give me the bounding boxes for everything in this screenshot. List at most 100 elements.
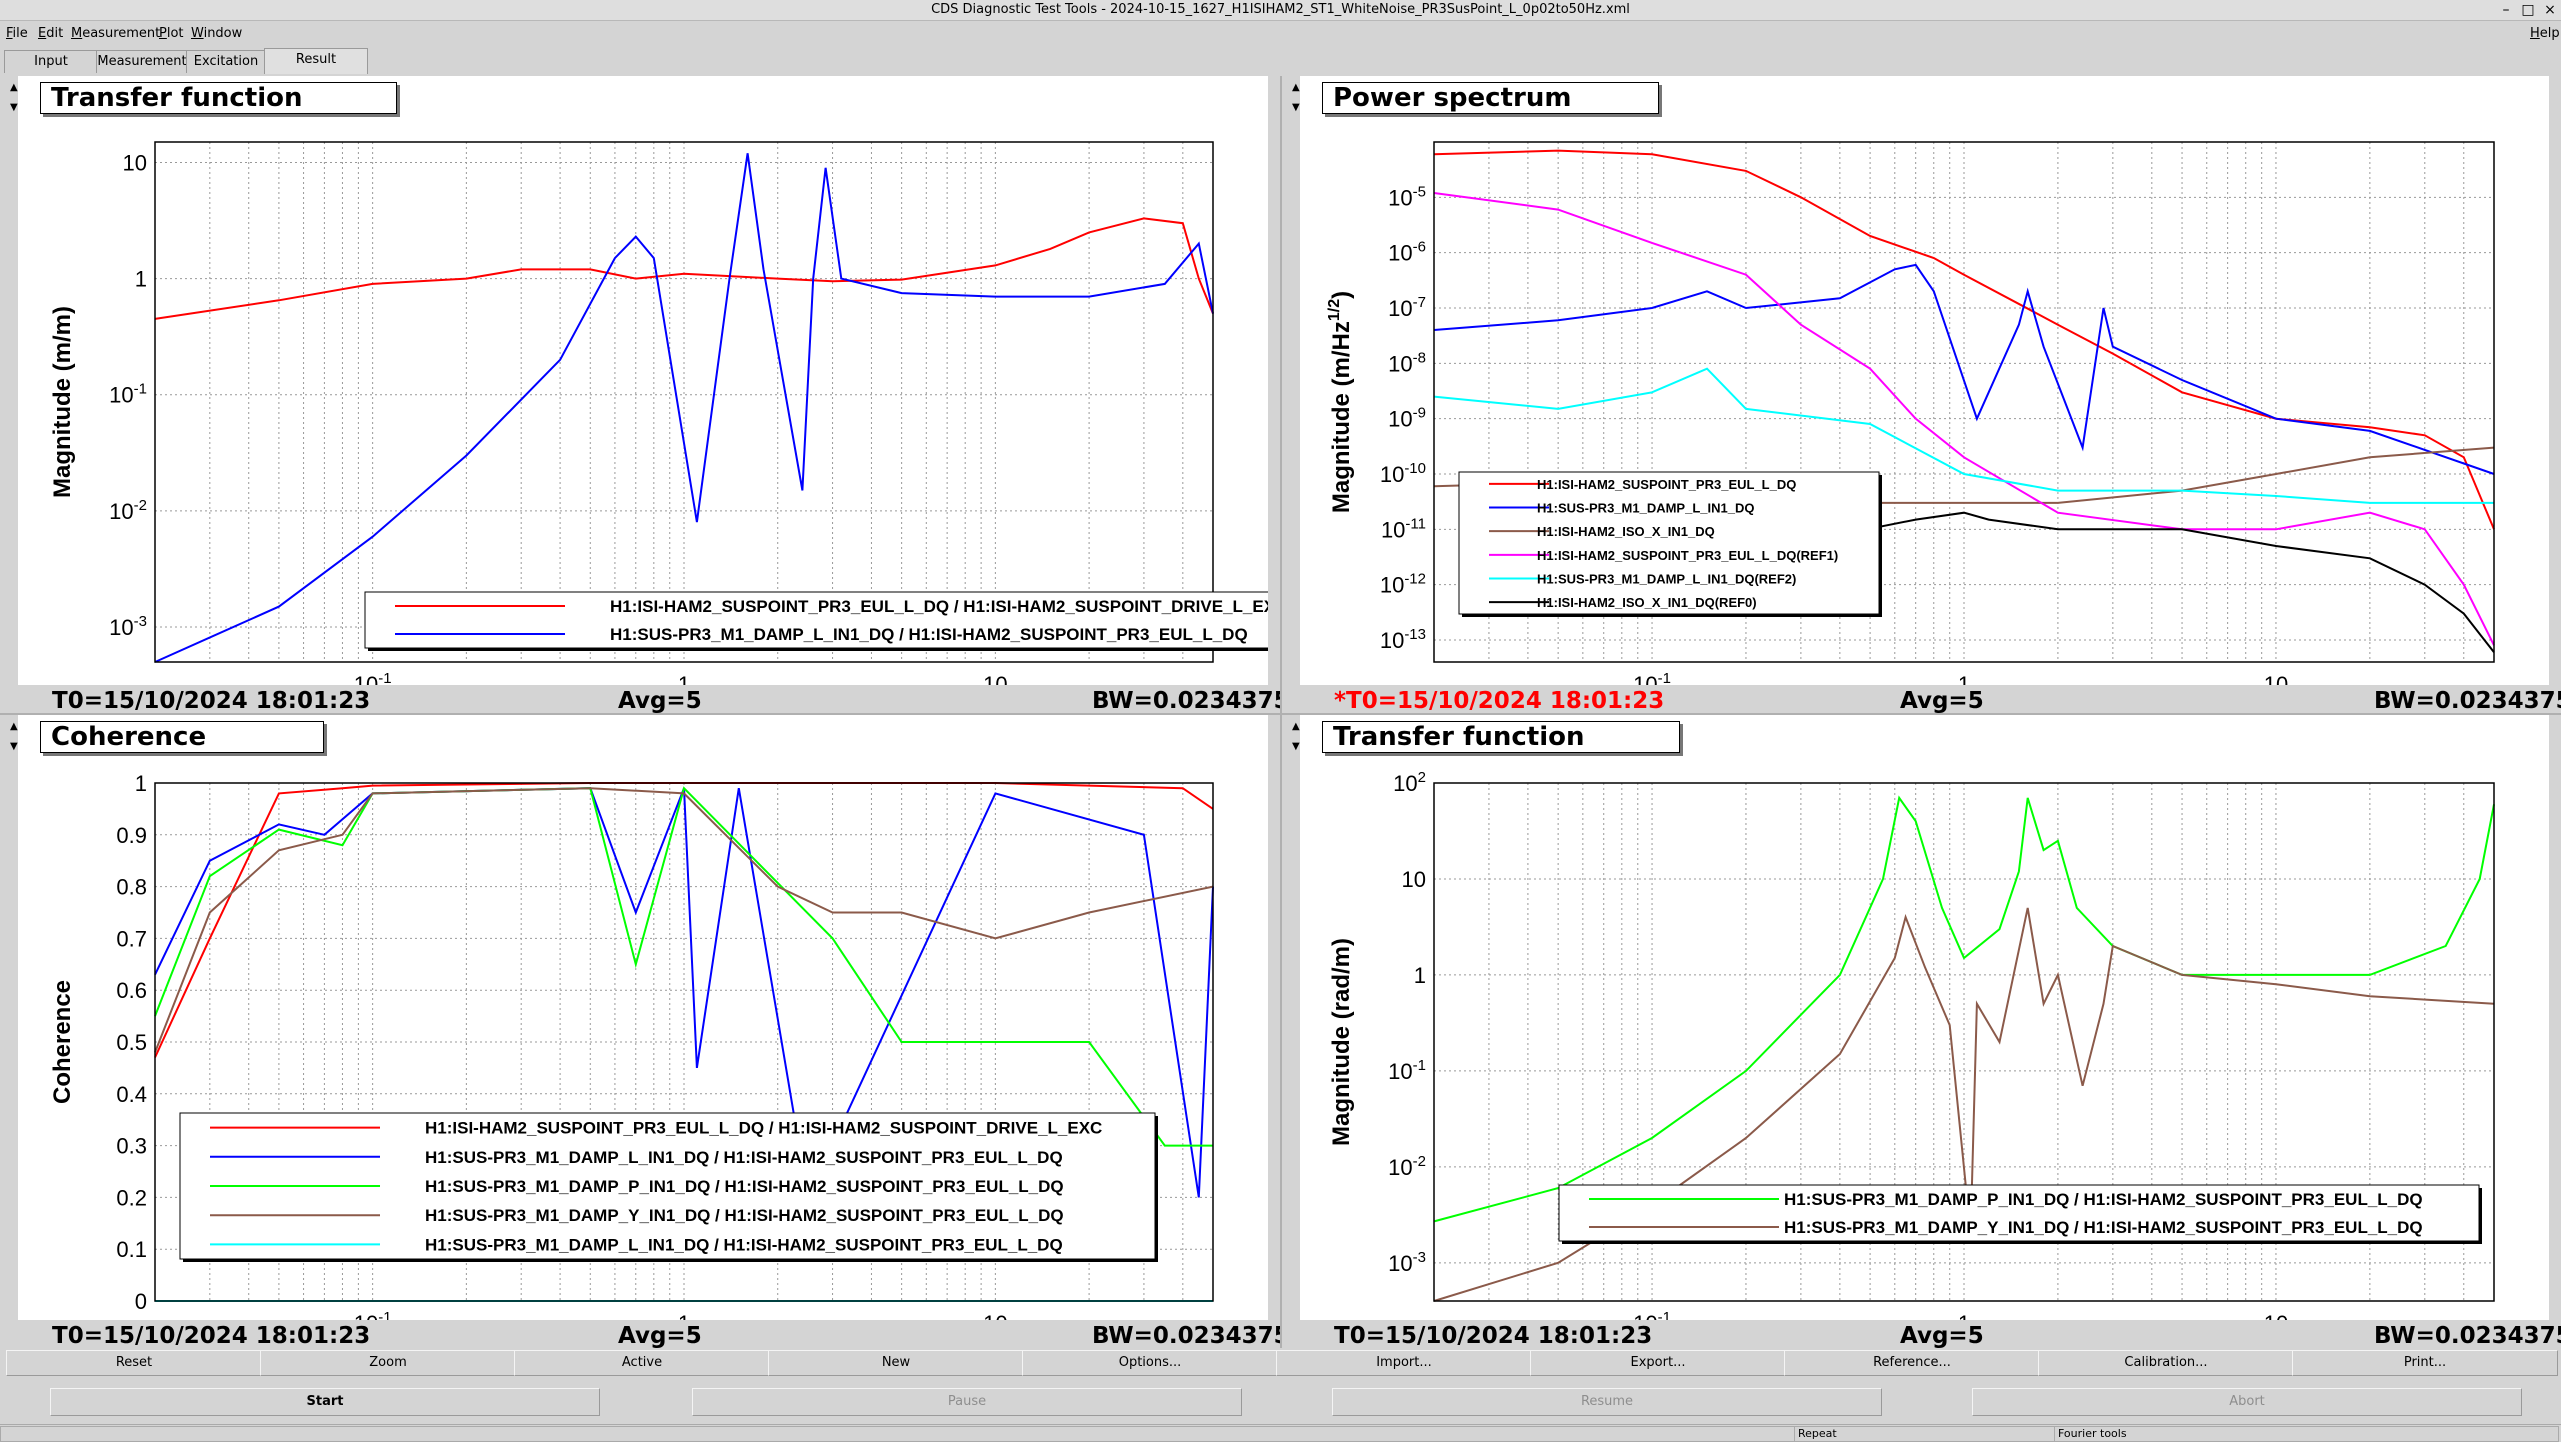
- menu-bar: File Edit Measurement Plot Window Help: [0, 21, 2561, 45]
- plot-panel-tf-bottom-right: ▲ ▼ Transfer function 10-1 1 10 102 10 1 10-1 10-2…: [1282, 715, 2561, 1349]
- y-tick-label: 10-5: [1388, 183, 1426, 210]
- print-button[interactable]: Print...: [2292, 1350, 2558, 1376]
- y-axis-label: Magnitude (rad/m): [1328, 938, 1355, 1146]
- legend-box: [1558, 1184, 2480, 1242]
- plot-title: Transfer function: [1322, 721, 1680, 753]
- x-tick-label: 1: [1958, 672, 1970, 685]
- y-tick-label: 10: [123, 150, 147, 175]
- plot-frame: [154, 782, 1214, 1302]
- active-button[interactable]: Active: [514, 1350, 770, 1376]
- bandwidth-label: BW=0.0234375: [2374, 1323, 2561, 1349]
- scroll-up-icon[interactable]: ▲: [10, 721, 18, 732]
- menu-help[interactable]: Help: [2530, 26, 2560, 41]
- window-title: CDS Diagnostic Test Tools - 2024-10-15_1…: [931, 2, 1630, 17]
- x-tick-label: 10-1: [354, 1309, 392, 1320]
- calibration-button[interactable]: Calibration...: [2038, 1350, 2294, 1376]
- scroll-down-icon[interactable]: ▼: [10, 741, 18, 752]
- vertical-divider[interactable]: [1280, 76, 1282, 1348]
- legend-label: H1:ISI-HAM2_SUSPOINT_PR3_EUL_L_DQ: [1537, 477, 1796, 492]
- series-line-0: [1433, 149, 2495, 530]
- scroll-up-icon[interactable]: ▲: [1292, 721, 1300, 732]
- pause-button[interactable]: Pause: [692, 1388, 1242, 1416]
- export-button[interactable]: Export...: [1530, 1350, 1786, 1376]
- y-tick-label: 0.7: [116, 926, 147, 951]
- x-tick-label: 10: [983, 672, 1007, 685]
- series-group: [1433, 795, 2495, 1302]
- plot-panel-coh-bottom-left: ▲ ▼ Coherence 10-1 1 10 1 0.9 0.8 0.7 0.6 0.5 0.4 0.3…: [0, 715, 1290, 1349]
- minimize-button[interactable]: –: [2502, 2, 2510, 18]
- y-tick-label: 10-2: [109, 497, 147, 524]
- chart-svg: 10-111010.90.80.70.60.50.40.30.20.10Freq…: [49, 771, 1214, 1320]
- y-tick-label: 1: [135, 267, 147, 292]
- scroll-down-icon[interactable]: ▼: [10, 102, 18, 113]
- averages-label: Avg=5: [1900, 1323, 1984, 1349]
- menu-window[interactable]: Window: [191, 26, 243, 41]
- zoom-button[interactable]: Zoom: [260, 1350, 516, 1376]
- start-button[interactable]: Start: [50, 1388, 600, 1416]
- bandwidth-label: BW=0.0234375: [1092, 1323, 1290, 1349]
- y-tick-label: 0.5: [116, 1030, 147, 1055]
- scroll-up-icon[interactable]: ▲: [1292, 82, 1300, 93]
- series-line-3: [1433, 192, 2495, 646]
- resume-button[interactable]: Resume: [1332, 1388, 1882, 1416]
- tab-input[interactable]: Input: [4, 50, 98, 73]
- y-axis-label: Magnitude (m/Hz1/2): [1326, 291, 1355, 513]
- y-tick-label: 1: [1414, 963, 1426, 988]
- x-tick-label: 1: [678, 672, 690, 685]
- legend-box: [1458, 471, 1880, 615]
- tab-result[interactable]: Result: [264, 48, 368, 74]
- series-line-0: [1433, 795, 2495, 1223]
- menu-edit[interactable]: Edit: [38, 26, 64, 41]
- window-titlebar: CDS Diagnostic Test Tools - 2024-10-15_1…: [0, 0, 2561, 21]
- tab-measurement[interactable]: Measurement: [96, 50, 188, 73]
- import-button[interactable]: Import...: [1276, 1350, 1532, 1376]
- chart-svg: 10-111010210110-110-210-3Frequency (Hz)M…: [1328, 769, 2495, 1320]
- legend: H1:ISI-HAM2_SUSPOINT_PR3_EUL_L_DQ / H1:I…: [364, 591, 1268, 651]
- y-tick-label: 0.4: [116, 1082, 147, 1107]
- bandwidth-label: BW=0.0234375: [1092, 688, 1290, 714]
- legend-label: H1:ISI-HAM2_SUSPOINT_PR3_EUL_L_DQ / H1:I…: [610, 597, 1268, 616]
- tab-excitation[interactable]: Excitation: [186, 50, 266, 73]
- plot-title: Power spectrum: [1322, 82, 1659, 114]
- y-tick-label: 10-2: [1388, 1153, 1426, 1180]
- y-tick-label: 102: [1393, 769, 1426, 796]
- series-line-3: [154, 787, 1214, 1053]
- averages-label: Avg=5: [618, 688, 702, 714]
- y-tick-label: 10-3: [109, 613, 147, 640]
- scroll-down-icon[interactable]: ▼: [1292, 741, 1300, 752]
- plot-title: Coherence: [40, 721, 324, 753]
- plot-canvas[interactable]: [18, 76, 1268, 685]
- scroll-down-icon[interactable]: ▼: [1292, 102, 1300, 113]
- close-button[interactable]: ×: [2544, 2, 2556, 18]
- grid: [154, 142, 1214, 662]
- legend: H1:SUS-PR3_M1_DAMP_P_IN1_DQ / H1:ISI-HAM…: [1558, 1184, 2482, 1244]
- legend-label: H1:ISI-HAM2_ISO_X_IN1_DQ(REF0): [1537, 595, 1757, 610]
- legend-label: H1:SUS-PR3_M1_DAMP_P_IN1_DQ / H1:ISI-HAM…: [1784, 1190, 2423, 1209]
- reference-button[interactable]: Reference...: [1784, 1350, 2040, 1376]
- series-line-4: [1433, 367, 2494, 504]
- options-button[interactable]: Options...: [1022, 1350, 1278, 1376]
- y-tick-label: 10-8: [1388, 349, 1426, 376]
- series-line-5: [1776, 511, 2495, 653]
- maximize-button[interactable]: □: [2521, 2, 2535, 18]
- y-tick-label: 1: [135, 771, 147, 796]
- menu-plot[interactable]: Plot: [159, 26, 184, 41]
- x-tick-label: 10: [2264, 1311, 2288, 1320]
- abort-button[interactable]: Abort: [1972, 1388, 2522, 1416]
- y-axis-label: Magnitude (m/m): [49, 306, 76, 498]
- y-tick-label: 10-11: [1381, 515, 1426, 542]
- legend-box: [364, 591, 1268, 649]
- menu-measurement[interactable]: Measurement: [71, 26, 161, 41]
- new-button[interactable]: New: [768, 1350, 1024, 1376]
- scroll-up-icon[interactable]: ▲: [10, 82, 18, 93]
- plot-panel-tf-top-left: ▲ ▼ Transfer function 10-1 1 10 10 1 10-1 10-2 10-…: [0, 76, 1290, 714]
- menu-file[interactable]: File: [6, 26, 28, 41]
- legend-label: H1:SUS-PR3_M1_DAMP_Y_IN1_DQ / H1:ISI-HAM…: [425, 1206, 1064, 1225]
- series-line-2: [154, 786, 1213, 1147]
- series-line-1: [154, 153, 1214, 663]
- reset-button[interactable]: Reset: [6, 1350, 262, 1376]
- horizontal-divider[interactable]: [0, 713, 2561, 715]
- legend: H1:ISI-HAM2_SUSPOINT_PR3_EUL_L_DQ H1:SUS-…: [1458, 471, 1882, 617]
- y-tick-label: 10-1: [109, 381, 147, 408]
- start-time-label: T0=15/10/2024 18:01:23: [52, 1323, 371, 1349]
